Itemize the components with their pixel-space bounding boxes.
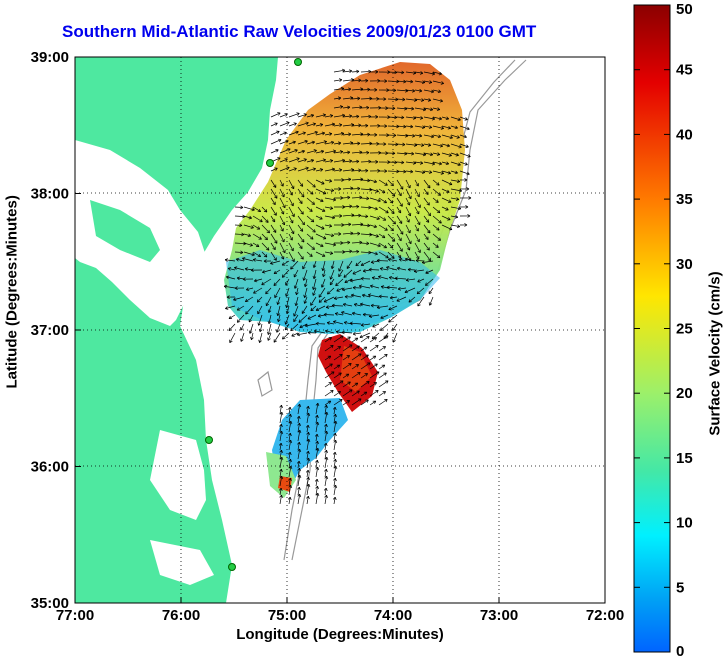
x-tick-label: 75:00	[268, 607, 306, 624]
x-tick-label: 74:00	[374, 607, 412, 624]
x-axis-ticks: 77:00 76:00 75:00 74:00 73:00 72:00	[56, 597, 624, 624]
y-tick-label: 39:00	[31, 49, 69, 66]
y-axis-ticks: 39:00 38:00 37:00 36:00 35:00	[31, 49, 81, 612]
colorbar-tick-label: 40	[676, 126, 693, 143]
map-grid	[75, 57, 605, 603]
colorbar-tick-label: 35	[676, 191, 693, 208]
colorbar-tick-label: 5	[676, 579, 684, 596]
y-tick-label: 35:00	[31, 595, 69, 612]
y-tick-label: 37:00	[31, 322, 69, 339]
velocity-field-south	[272, 398, 348, 488]
station-marker	[228, 563, 236, 571]
x-tick-label: 77:00	[56, 607, 94, 624]
y-tick-label: 36:00	[31, 459, 69, 476]
station-marker	[294, 58, 302, 66]
x-axis-label: Longitude (Degrees:Minutes)	[236, 626, 444, 643]
colorbar-tick-label: 25	[676, 321, 693, 338]
colorbar-tick-label: 50	[676, 1, 693, 18]
colorbar-tick-label: 30	[676, 256, 693, 273]
velocity-arrows	[223, 68, 472, 505]
x-tick-label: 73:00	[480, 607, 518, 624]
x-tick-label: 72:00	[586, 607, 624, 624]
colorbar-tick-label: 10	[676, 515, 693, 532]
x-tick-label: 76:00	[162, 607, 200, 624]
y-tick-label: 38:00	[31, 186, 69, 203]
colorbar-tick-label: 0	[676, 643, 684, 659]
colorbar-tick-label: 45	[676, 62, 693, 79]
station-marker	[205, 436, 213, 444]
station-marker	[266, 159, 274, 167]
colorbar-tick-label: 15	[676, 450, 693, 467]
map-title: Southern Mid-Atlantic Raw Velocities 200…	[62, 22, 537, 41]
colorbar-tick-label: 20	[676, 385, 693, 402]
